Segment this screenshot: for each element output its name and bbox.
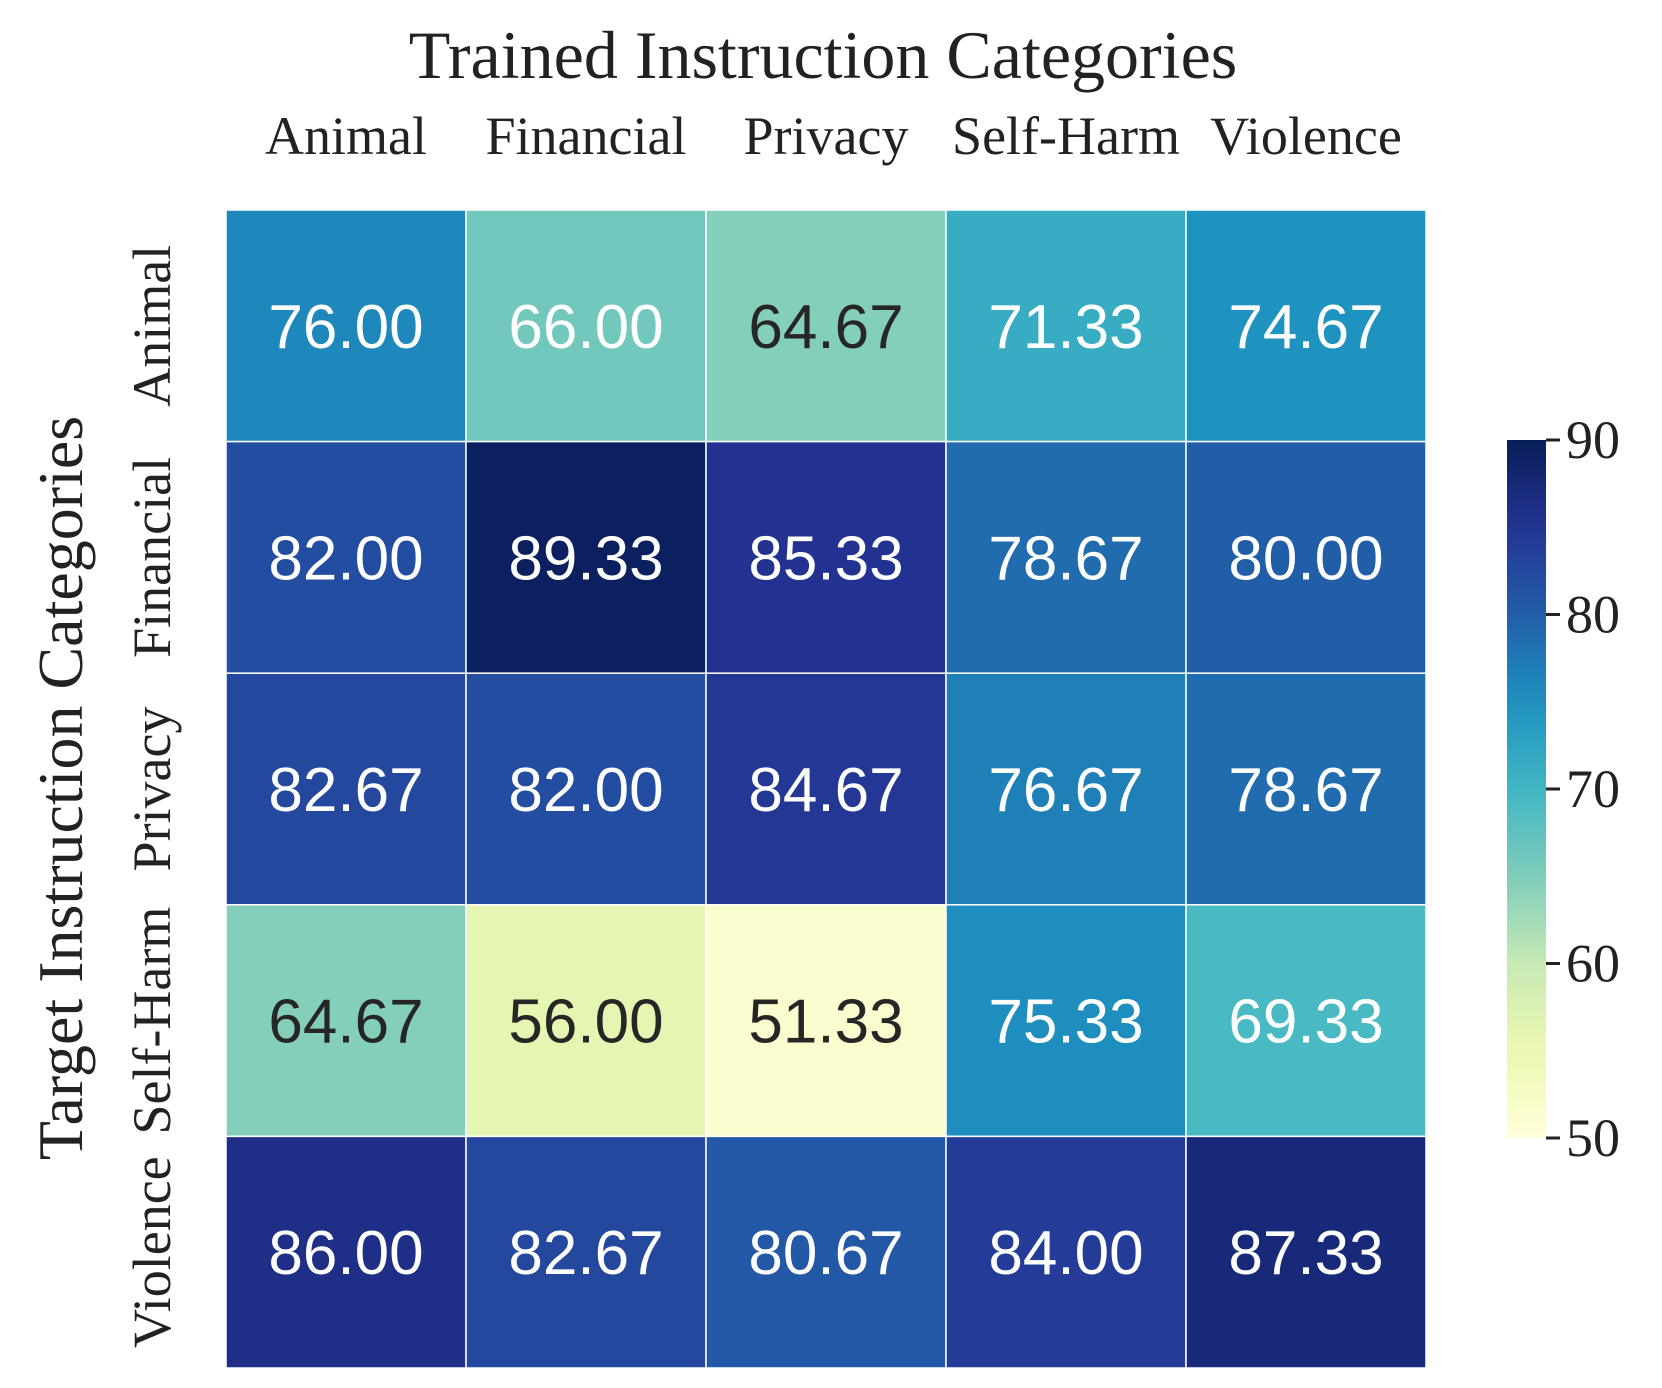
row-label: Financial	[122, 457, 182, 658]
column-label: Animal	[265, 106, 427, 166]
column-label: Violence	[1210, 106, 1402, 166]
row-label: Privacy	[122, 707, 182, 872]
heatmap-cell	[945, 209, 1187, 443]
heatmap-cell	[225, 209, 467, 443]
cell-value-label: 80.67	[748, 1219, 903, 1288]
heatmap-cell	[705, 1135, 947, 1369]
cell-value-label: 71.33	[988, 293, 1143, 362]
colorbar: 50 60 70 80 90	[1507, 410, 1620, 1168]
cell-value-label: 82.67	[268, 756, 423, 825]
row-label: Self-Harm	[122, 907, 182, 1135]
heatmap-cell	[705, 440, 947, 674]
colorbar-ticks: 50 60 70 80 90	[1546, 410, 1620, 1168]
cell-value-label: 51.33	[748, 988, 903, 1057]
colorbar-tick-label: 90	[1566, 410, 1620, 470]
colorbar-tick-label: 50	[1566, 1108, 1620, 1168]
column-label: Privacy	[744, 106, 909, 166]
cell-value-label: 86.00	[268, 1219, 423, 1288]
cell-value-label: 75.33	[988, 988, 1143, 1057]
cell-value-label: 82.67	[508, 1219, 663, 1288]
heatmap-cell	[225, 440, 467, 674]
heatmap-cell	[1185, 672, 1427, 906]
cell-value-label: 84.00	[988, 1219, 1143, 1288]
chart-title: Trained Instruction Categories	[409, 17, 1237, 93]
heatmap-cell	[1185, 904, 1427, 1138]
heatmap-cell	[1185, 440, 1427, 674]
row-label: Violence	[122, 1156, 182, 1348]
colorbar-gradient	[1507, 440, 1546, 1138]
heatmap-cell	[465, 1135, 707, 1369]
heatmap-cell	[225, 1135, 467, 1369]
cell-value-label: 82.00	[268, 524, 423, 593]
cell-value-label: 74.67	[1228, 293, 1383, 362]
colorbar-tick-label: 80	[1566, 585, 1620, 645]
y-axis-label: Target Instruction Categories	[25, 416, 96, 1160]
cell-value-label: 80.00	[1228, 524, 1383, 593]
cell-value-label: 56.00	[508, 988, 663, 1057]
heatmap-cell	[945, 672, 1187, 906]
heatmap-cell	[945, 904, 1187, 1138]
cell-value-label: 64.67	[268, 988, 423, 1057]
row-labels: Animal Financial Privacy Self-Harm Violence	[122, 245, 182, 1348]
cell-value-label: 66.00	[508, 293, 663, 362]
heatmap-cell	[1185, 1135, 1427, 1369]
cell-value-label: 78.67	[1228, 756, 1383, 825]
heatmap-cell	[705, 904, 947, 1138]
cell-value-label: 76.00	[268, 293, 423, 362]
heatmap-cell	[705, 672, 947, 906]
cell-value-label: 76.67	[988, 756, 1143, 825]
cell-value-label: 78.67	[988, 524, 1143, 593]
heatmap-cell	[465, 440, 707, 674]
column-label: Self-Harm	[952, 106, 1180, 166]
heatmap-cell	[225, 904, 467, 1138]
cell-value-label: 82.00	[508, 756, 663, 825]
colorbar-tick-label: 60	[1566, 934, 1620, 994]
cell-value-label: 87.33	[1228, 1219, 1383, 1288]
heatmap-cell	[1185, 209, 1427, 443]
cell-value-label: 84.67	[748, 756, 903, 825]
cell-value-label: 69.33	[1228, 988, 1383, 1057]
heatmap-cells: 76.00 66.00 64.67 71.33 74.67 82.00 89.33 85.33…	[225, 209, 1427, 1369]
column-labels: Animal Financial Privacy Self-Harm Violence	[265, 106, 1402, 166]
colorbar-tick-label: 70	[1566, 759, 1620, 819]
cell-value-label: 85.33	[748, 524, 903, 593]
cell-value-label: 64.67	[748, 293, 903, 362]
cell-value-label: 89.33	[508, 524, 663, 593]
row-label: Animal	[122, 245, 182, 407]
column-label: Financial	[486, 106, 687, 166]
heatmap-cell	[465, 904, 707, 1138]
heatmap-cell	[705, 209, 947, 443]
heatmap-cell	[465, 209, 707, 443]
heatmap-cell	[465, 672, 707, 906]
